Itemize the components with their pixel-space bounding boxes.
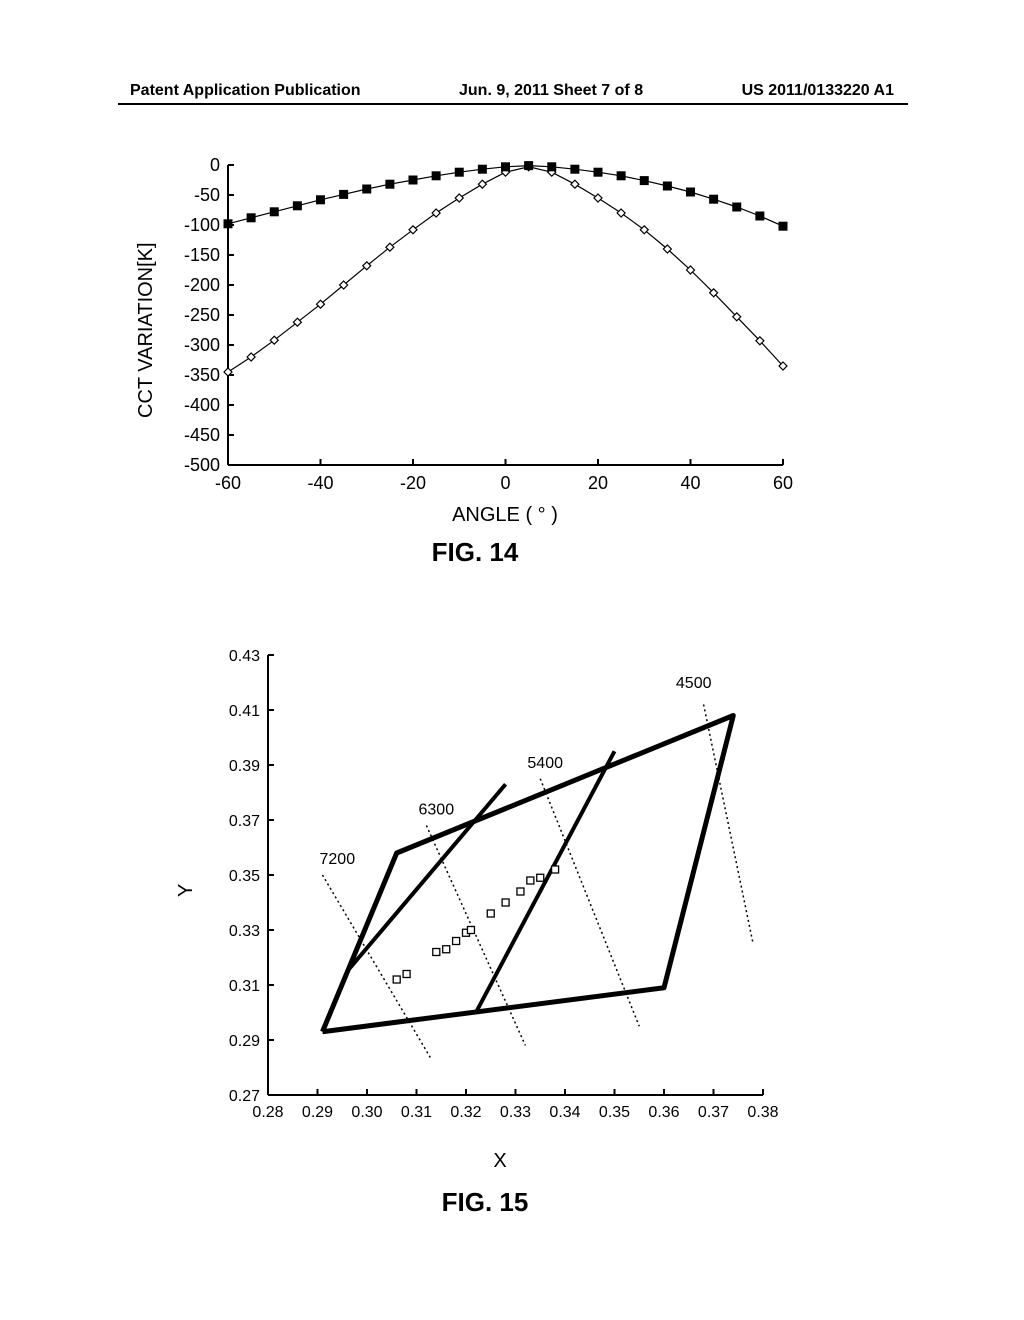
svg-text:-50: -50 bbox=[194, 185, 220, 205]
fig15-ylabel: Y bbox=[175, 675, 198, 1105]
svg-text:-100: -100 bbox=[184, 215, 220, 235]
svg-text:6300: 6300 bbox=[419, 802, 455, 819]
svg-text:0.36: 0.36 bbox=[648, 1104, 679, 1121]
svg-text:0: 0 bbox=[210, 155, 220, 175]
svg-text:-500: -500 bbox=[184, 455, 220, 475]
svg-text:20: 20 bbox=[588, 473, 608, 493]
svg-text:-300: -300 bbox=[184, 335, 220, 355]
svg-text:-60: -60 bbox=[215, 473, 241, 493]
fig15-caption: FIG. 15 bbox=[175, 1187, 795, 1218]
header-right: US 2011/0133220 A1 bbox=[742, 82, 894, 100]
svg-text:-350: -350 bbox=[184, 365, 220, 385]
svg-text:0.32: 0.32 bbox=[450, 1104, 481, 1121]
svg-text:4500: 4500 bbox=[676, 675, 712, 692]
fig15-container: Y 0.270.290.310.330.350.370.390.410.430.… bbox=[175, 640, 795, 1218]
fig14-container: CCT VARIATION[K] 0-50-100-150-200-250-30… bbox=[135, 150, 815, 568]
svg-text:0.37: 0.37 bbox=[229, 813, 260, 830]
svg-text:0.41: 0.41 bbox=[229, 703, 260, 720]
svg-text:60: 60 bbox=[773, 473, 793, 493]
svg-text:0.35: 0.35 bbox=[599, 1104, 630, 1121]
fig14-ylabel: CCT VARIATION[K] bbox=[135, 180, 158, 480]
svg-text:0.34: 0.34 bbox=[549, 1104, 580, 1121]
svg-text:-400: -400 bbox=[184, 395, 220, 415]
svg-text:-450: -450 bbox=[184, 425, 220, 445]
fig14-caption: FIG. 14 bbox=[135, 537, 815, 568]
header-left: Patent Application Publication bbox=[130, 82, 361, 100]
svg-text:40: 40 bbox=[680, 473, 700, 493]
svg-text:0.31: 0.31 bbox=[229, 978, 260, 995]
svg-text:-40: -40 bbox=[307, 473, 333, 493]
header-center: Jun. 9, 2011 Sheet 7 of 8 bbox=[459, 82, 643, 100]
svg-text:7200: 7200 bbox=[320, 851, 356, 868]
svg-text:0.33: 0.33 bbox=[229, 923, 260, 940]
svg-text:0: 0 bbox=[500, 473, 510, 493]
svg-text:0.30: 0.30 bbox=[351, 1104, 382, 1121]
fig15-xlabel: X bbox=[205, 1150, 795, 1173]
svg-text:0.28: 0.28 bbox=[252, 1104, 283, 1121]
fig15-chart: 0.27 0.29 0.31 0.33 0.35 0.37 0.39 0.41 0.43 0.28… bbox=[198, 640, 778, 1140]
svg-text:-200: -200 bbox=[184, 275, 220, 295]
svg-text:0.35: 0.35 bbox=[229, 868, 260, 885]
svg-text:-150: -150 bbox=[184, 245, 220, 265]
svg-text:0.43: 0.43 bbox=[229, 648, 260, 665]
svg-text:0.33: 0.33 bbox=[500, 1104, 531, 1121]
header-rule bbox=[118, 103, 908, 105]
svg-text:0.29: 0.29 bbox=[229, 1033, 260, 1050]
svg-text:5400: 5400 bbox=[527, 755, 563, 772]
svg-text:0.27: 0.27 bbox=[229, 1088, 260, 1105]
svg-text:0.37: 0.37 bbox=[698, 1104, 729, 1121]
svg-text:-250: -250 bbox=[184, 305, 220, 325]
svg-text:0.31: 0.31 bbox=[401, 1104, 432, 1121]
patent-header: Patent Application Publication Jun. 9, 2… bbox=[0, 82, 1024, 100]
svg-text:0.29: 0.29 bbox=[302, 1104, 333, 1121]
svg-text:0.39: 0.39 bbox=[229, 758, 260, 775]
svg-text:-20: -20 bbox=[400, 473, 426, 493]
svg-text:0.38: 0.38 bbox=[747, 1104, 778, 1121]
fig14-chart: 0-50-100-150-200-250-300-350-400-450-500… bbox=[158, 150, 798, 510]
